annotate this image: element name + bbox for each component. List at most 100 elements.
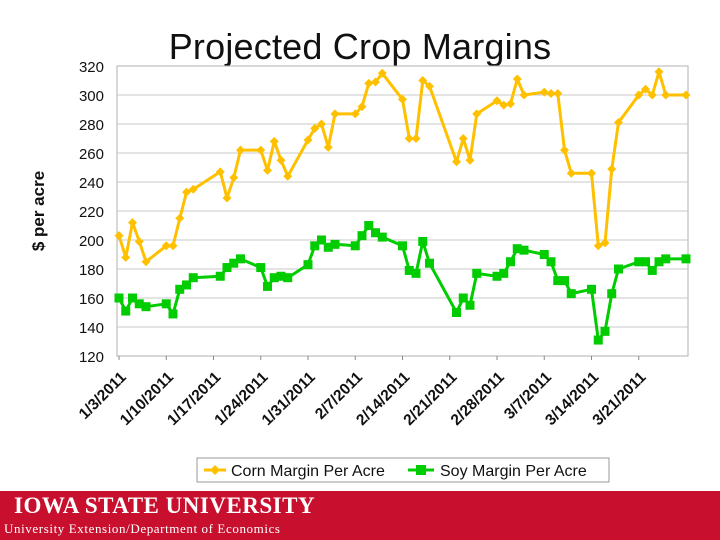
soy-point [371, 228, 380, 238]
soy-point [425, 258, 434, 268]
soy-point [377, 232, 387, 242]
corn-point [641, 84, 650, 94]
soy-point [121, 306, 131, 316]
corn-point [188, 184, 198, 194]
y-tick-label: 180 [79, 262, 104, 279]
corn-point [647, 90, 657, 100]
corn-point [357, 102, 367, 112]
soy-point [506, 257, 515, 267]
corn-point [519, 90, 529, 100]
soy-point [492, 271, 502, 281]
soy-point [364, 221, 374, 230]
corn-point [465, 155, 475, 165]
soy-point [188, 273, 198, 283]
corn-point [276, 155, 286, 165]
x-axis-ticks: 1/3/20111/10/20111/17/20111/24/20111/31/… [76, 356, 650, 429]
y-tick-label: 200 [79, 233, 104, 250]
soy-point [519, 245, 529, 255]
y-tick-label: 320 [79, 59, 104, 76]
soy-point [323, 242, 333, 252]
corn-point [634, 90, 644, 100]
corn-point [121, 252, 131, 262]
y-tick-label: 280 [79, 117, 104, 134]
soy-point [560, 276, 569, 286]
corn-point [654, 67, 664, 77]
corn-point [222, 193, 232, 203]
soy-point [654, 257, 664, 267]
corn-point [587, 168, 596, 178]
soy-point [458, 293, 468, 303]
footer-bar: IOWA STATE UNIVERSITY University Extensi… [0, 491, 720, 540]
soy-point [600, 326, 610, 336]
corn-point [661, 90, 671, 100]
soy-point [283, 273, 293, 283]
soy-point [330, 239, 340, 249]
corn-point [323, 142, 333, 152]
soy-point [357, 231, 367, 241]
soy-point [539, 250, 549, 259]
corn-point [303, 135, 313, 145]
corn-point [398, 94, 407, 104]
y-tick-label: 160 [79, 291, 104, 308]
series-layer [114, 67, 691, 345]
legend-corn-label: Corn Margin Per Acre [231, 463, 385, 480]
soy-point [452, 308, 461, 317]
corn-point [229, 173, 239, 183]
y-tick-label: 300 [79, 88, 104, 105]
y-tick-label: 220 [79, 204, 104, 221]
soy-point [634, 257, 644, 267]
legend-soy-label: Soy Margin Per Acre [440, 463, 587, 480]
soy-point [128, 293, 137, 303]
soy-point [229, 258, 239, 268]
soy-point [256, 263, 266, 273]
soy-point [472, 268, 482, 278]
corn-point [614, 118, 623, 128]
corn-point [506, 99, 515, 109]
corn-point [128, 218, 137, 228]
corn-point [283, 171, 293, 181]
soy-point [276, 271, 286, 281]
soy-point [161, 299, 171, 309]
soy-point [647, 265, 657, 275]
corn-series [114, 67, 691, 267]
corn-point [269, 136, 279, 146]
corn-point [411, 134, 421, 143]
soy-point [614, 264, 623, 274]
corn-point [539, 87, 549, 97]
corn-point [593, 241, 603, 251]
soy-point [182, 280, 191, 290]
corn-point [350, 109, 360, 119]
corn-point [418, 76, 428, 85]
soy-point [512, 244, 522, 254]
soy-point [350, 241, 360, 251]
soy-point [222, 263, 232, 273]
soy-point [269, 273, 279, 283]
corn-point [404, 134, 414, 143]
soy-point [317, 235, 326, 245]
corn-point [546, 89, 556, 99]
corn-point [168, 241, 178, 251]
soy-point [310, 241, 320, 251]
soy-point [465, 300, 475, 310]
corn-point [317, 119, 326, 129]
soy-point [141, 302, 151, 312]
corn-point [377, 68, 387, 78]
soy-point [263, 281, 272, 291]
soy-point [398, 241, 407, 251]
corn-point [161, 241, 171, 251]
corn-point [330, 109, 340, 119]
corn-point [215, 167, 225, 177]
corn-point [141, 257, 151, 267]
soy-point [499, 268, 509, 278]
corn-point [566, 168, 576, 178]
corn-point [310, 123, 320, 133]
soy-point [418, 236, 428, 246]
university-wordmark: IOWA STATE UNIVERSITY [14, 493, 316, 518]
soy-point [114, 293, 124, 303]
soy-point [546, 257, 556, 267]
corn-point [499, 100, 509, 110]
soy-point [607, 289, 617, 299]
department-label: University Extension/Department of Econo… [4, 521, 281, 536]
y-tick-label: 240 [79, 175, 104, 192]
legend-box [196, 457, 610, 483]
